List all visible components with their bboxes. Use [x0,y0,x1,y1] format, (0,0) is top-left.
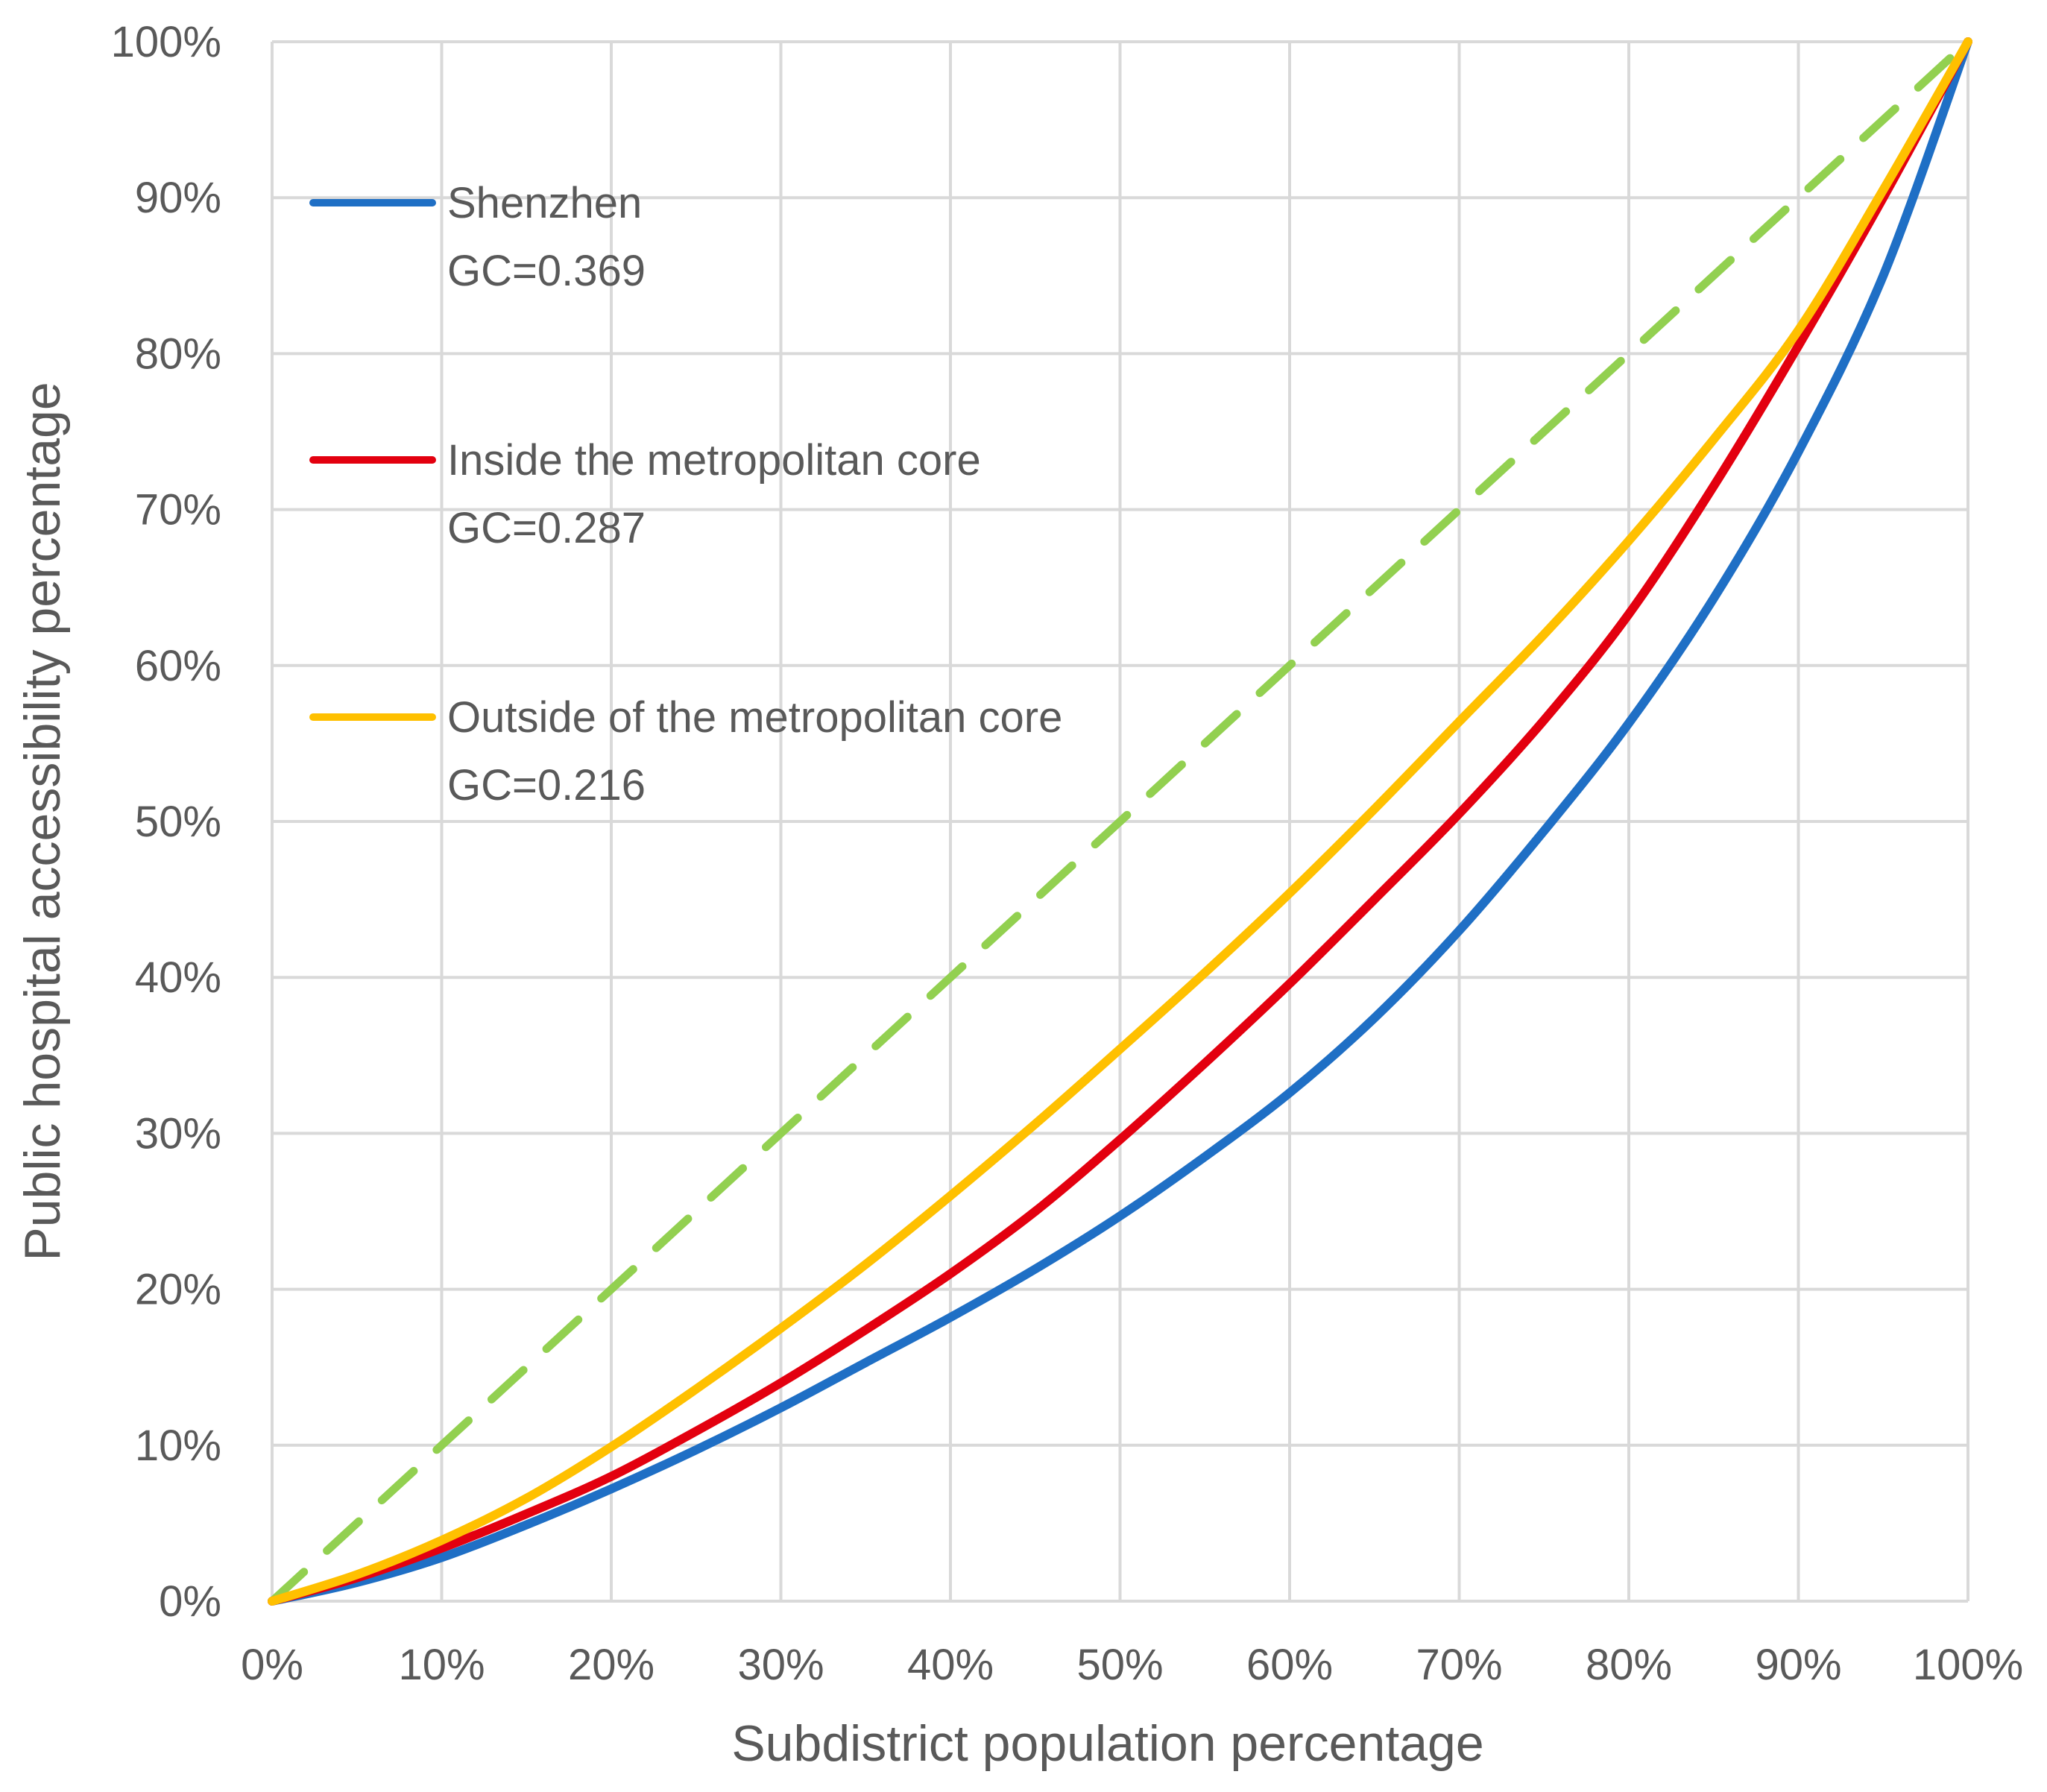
y-tick-label: 80% [135,329,221,378]
series-line-inside-the-metropolitan-core [268,37,1972,1606]
legend: Shenzhen GC=0.369 Inside the metropolita… [309,179,1062,810]
x-tick-label: 30% [737,1641,824,1689]
x-tick-label: 40% [907,1641,994,1689]
y-tick-label: 40% [135,953,221,1002]
y-axis-title: Public hospital accessibility percentage [14,382,71,1261]
x-axis-title: Subdistrict population percentage [731,1715,1483,1772]
y-tick-label: 10% [135,1422,221,1470]
legend-label-inside-core: Inside the metropolitan core [447,436,981,485]
y-tick-label: 70% [135,486,221,534]
y-tick-label: 90% [135,174,221,222]
legend-label-shenzhen: Shenzhen [447,179,642,227]
x-tick-label: 100% [1913,1641,2023,1689]
x-tick-label: 90% [1755,1641,1841,1689]
x-tick-label: 0% [241,1641,303,1689]
x-tick-label: 50% [1076,1641,1163,1689]
series-line-outside-of-the-metropolitan-core [268,37,1972,1606]
y-tick-label: 60% [135,642,221,690]
legend-gc-inside-core: GC=0.287 [447,504,646,552]
legend-label-outside-core: Outside of the metropolitan core [447,693,1062,742]
x-axis-ticks: 0% 10% 20% 30% 40% 50% 60% 70% 80% 90% 100% [241,1641,2023,1689]
y-tick-label: 0% [159,1577,221,1626]
x-tick-label: 10% [398,1641,485,1689]
legend-gc-shenzhen: GC=0.369 [447,247,646,295]
legend-gc-outside-core: GC=0.216 [447,761,646,810]
series-lines [268,37,1972,1606]
x-tick-label: 80% [1586,1641,1672,1689]
series-line-shenzhen [268,37,1972,1606]
x-tick-label: 60% [1246,1641,1333,1689]
x-tick-label: 70% [1416,1641,1502,1689]
y-axis-ticks: 0% 10% 20% 30% 40% 50% 60% 70% 80% 90% 100% [111,18,221,1626]
grid [271,40,1969,1603]
y-tick-label: 50% [135,798,221,846]
y-tick-label: 100% [111,18,221,66]
y-tick-label: 20% [135,1266,221,1314]
series-line-equality-line [268,37,1972,1606]
x-tick-label: 20% [568,1641,655,1689]
y-tick-label: 30% [135,1109,221,1158]
